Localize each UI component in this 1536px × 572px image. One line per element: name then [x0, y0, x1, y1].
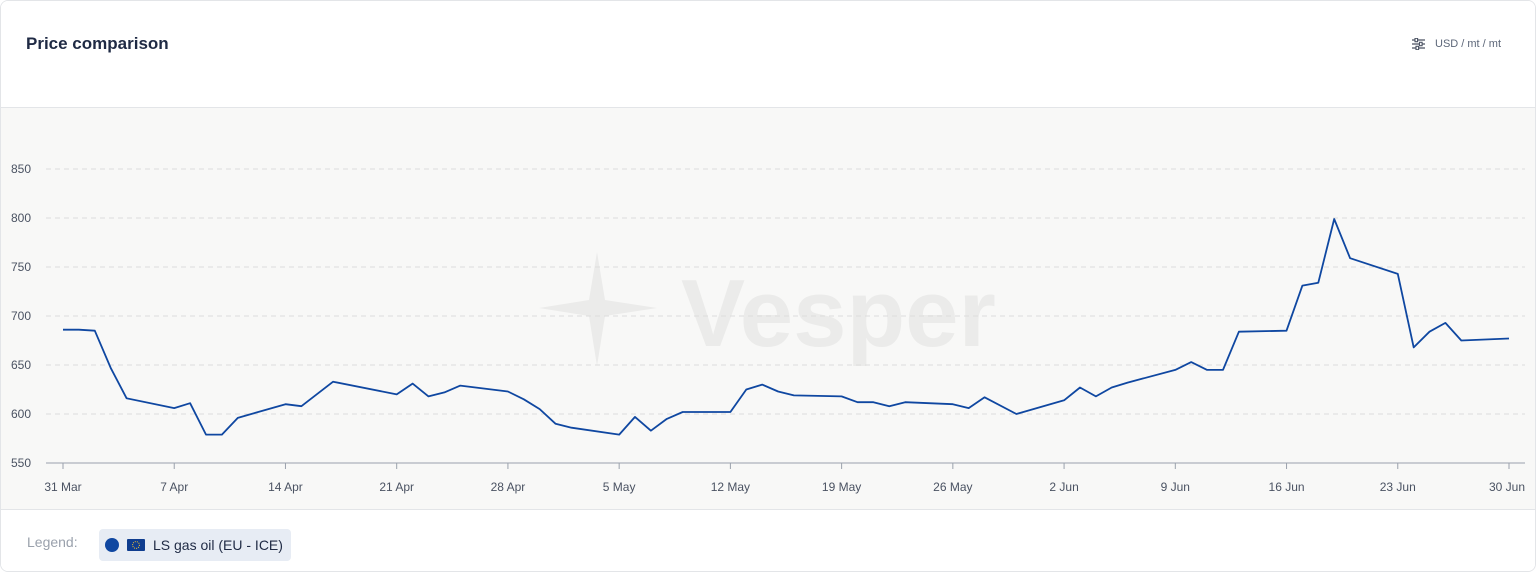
x-tick-label: 2 Jun [1049, 480, 1078, 494]
y-tick-label: 550 [11, 456, 31, 470]
sliders-icon [1412, 38, 1425, 50]
card-header: Price comparison USD / mt / mt [1, 1, 1535, 108]
y-tick-label: 600 [11, 407, 31, 421]
x-tick-label: 5 May [603, 480, 636, 494]
chart-title: Price comparison [26, 34, 169, 53]
x-tick-label: 21 Apr [379, 480, 414, 494]
x-tick-label: 7 Apr [160, 480, 188, 494]
x-tick-label: 30 Jun [1489, 480, 1525, 494]
x-tick-label: 28 Apr [491, 480, 526, 494]
line-chart: 550 600 650 700 750 800 850 31 Mar 7 Apr 14 Apr 21… [11, 162, 1525, 494]
x-tick-label: 23 Jun [1380, 480, 1416, 494]
y-tick-label: 650 [11, 358, 31, 372]
series-line [63, 218, 1510, 436]
units-label: USD / mt / mt [1435, 38, 1501, 50]
x-tick-label: 31 Mar [44, 480, 81, 494]
x-tick-label: 19 May [822, 480, 861, 494]
units-selector[interactable]: USD / mt / mt [1412, 38, 1501, 50]
y-tick-label: 850 [11, 162, 31, 176]
x-tick-label: 9 Jun [1161, 480, 1190, 494]
x-tick-label: 12 May [711, 480, 750, 494]
y-tick-label: 800 [11, 211, 31, 225]
legend-item-ls-gas-oil[interactable]: LS gas oil (EU - ICE) [99, 529, 291, 561]
eu-flag-icon [127, 539, 145, 551]
x-tick-label: 14 Apr [268, 480, 303, 494]
y-tick-label: 750 [11, 260, 31, 274]
chart-area: Vesper 550 600 650 700 750 800 850 31 Mar 7 Apr 1… [1, 108, 1535, 510]
legend-bar: Legend: LS gas oil (EU - ICE) [1, 510, 1535, 571]
y-tick-label: 700 [11, 309, 31, 323]
x-tick-label: 16 Jun [1269, 480, 1305, 494]
series-color-dot [105, 538, 119, 552]
legend-label: Legend: [27, 534, 78, 550]
legend-item-label: LS gas oil (EU - ICE) [153, 537, 283, 553]
x-tick-label: 26 May [933, 480, 972, 494]
